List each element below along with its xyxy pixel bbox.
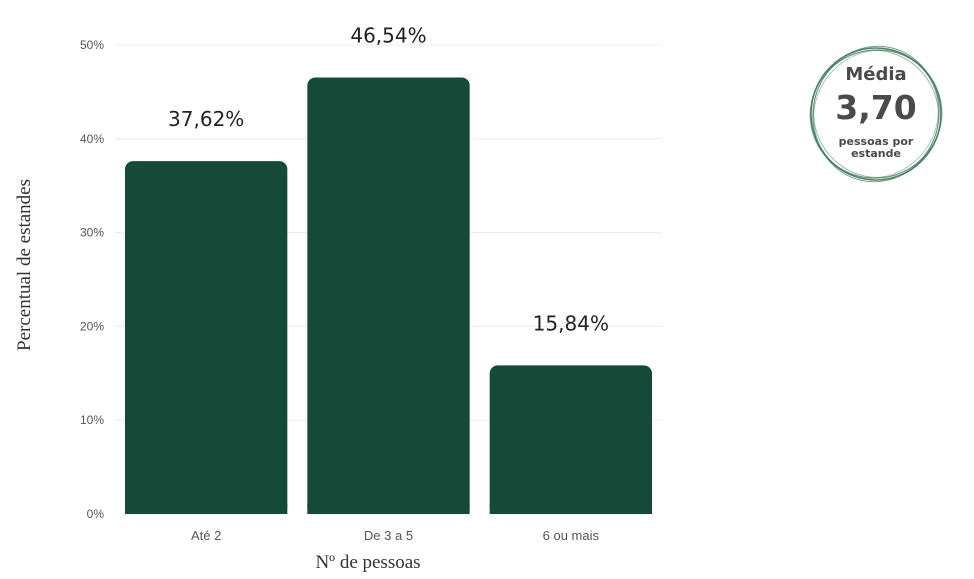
badge-ring-stroke <box>813 49 939 179</box>
bar-base <box>307 504 470 514</box>
bar <box>489 365 652 514</box>
x-axis-title: Nº de pessoas <box>315 552 420 573</box>
badge-ring-stroke <box>813 50 939 178</box>
y-tick-label: 30% <box>80 226 104 240</box>
x-tick-label: De 3 a 5 <box>364 528 413 543</box>
badge-title: Média <box>845 64 907 85</box>
y-tick-label: 10% <box>80 413 104 427</box>
x-axis-ticks: Até 2 De 3 a 5 6 ou mais <box>191 528 600 543</box>
bar <box>307 77 470 514</box>
value-label: 46,54% <box>350 23 426 47</box>
x-tick-label: 6 ou mais <box>543 528 600 543</box>
badge-ring-stroke <box>810 47 942 181</box>
badge-ring-icon <box>809 45 943 183</box>
y-axis-ticks: 0% 10% 20% 30% 40% 50% <box>80 38 104 521</box>
bar-base <box>489 504 652 514</box>
bar-base <box>125 504 288 514</box>
y-tick-label: 50% <box>80 38 104 52</box>
badge-value: 3,70 <box>835 88 917 127</box>
value-labels: 37,62% 46,54% 15,84% <box>168 23 609 335</box>
value-label: 37,62% <box>168 107 244 131</box>
y-tick-label: 20% <box>80 319 104 333</box>
value-label: 15,84% <box>533 311 609 335</box>
bar <box>125 161 288 515</box>
x-tick-label: Até 2 <box>191 528 221 543</box>
y-axis-title: Percentual de estandes <box>14 179 35 351</box>
badge-caption: pessoas por estande <box>838 135 914 160</box>
y-tick-label: 0% <box>87 507 105 521</box>
average-badge: Média 3,70 pessoas por estande <box>806 28 946 200</box>
y-tick-label: 40% <box>80 132 104 146</box>
bars <box>125 77 652 515</box>
